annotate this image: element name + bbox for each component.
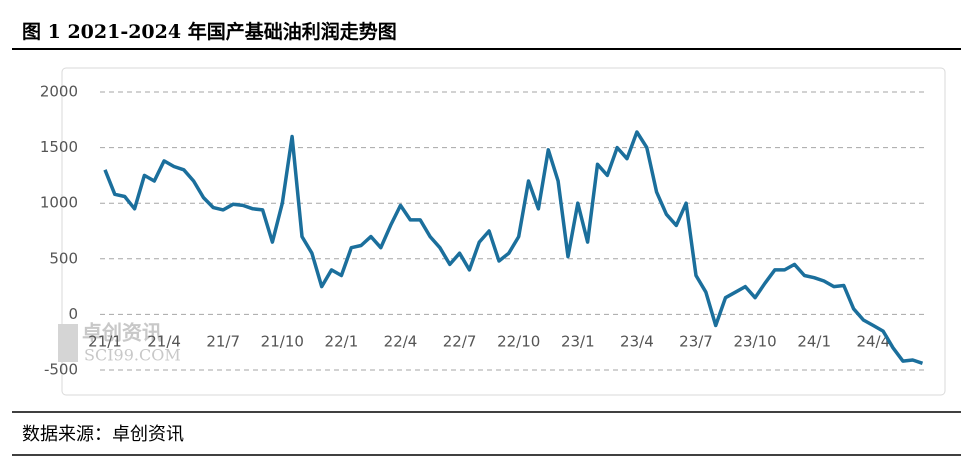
x-tick-label: 23/4 (620, 333, 654, 351)
watermark-text: SCI99.COM (84, 346, 181, 365)
y-tick-label: 1000 (40, 194, 78, 212)
y-tick-label: -500 (44, 361, 78, 379)
y-tick-label: 2000 (40, 83, 78, 101)
source: 数据来源：卓创资讯 (22, 424, 184, 445)
x-tick-label: 21/1 (88, 333, 122, 351)
x-tick-label: 22/1 (325, 333, 359, 351)
x-tick-label: 21/7 (206, 333, 240, 351)
x-tick-label: 23/1 (561, 333, 595, 351)
plot-frame (61, 67, 946, 396)
x-tick-label: 23/10 (733, 333, 776, 351)
y-tick-label: 500 (49, 249, 78, 267)
x-tick-label: 24/4 (856, 333, 890, 351)
x-tick-label: 22/10 (497, 333, 540, 351)
x-tick-label: 22/4 (384, 333, 418, 351)
watermark: 卓创资讯 SCI99.COM (58, 321, 181, 365)
chart-title: 图 1 2021-2024 年国产基础油利润走势图 (22, 20, 397, 43)
watermark-logo (58, 324, 78, 362)
y-tick-label: 0 (68, 305, 78, 323)
data-line (103, 130, 924, 365)
x-tick-label: 22/7 (443, 333, 477, 351)
y-tick-label: 1500 (40, 138, 78, 156)
x-tick-label: 23/7 (679, 333, 713, 351)
watermark-text: 卓创资讯 (82, 321, 162, 345)
x-tick-label: 21/10 (261, 333, 304, 351)
x-tick-label: 21/4 (147, 333, 181, 351)
x-tick-label: 24/1 (797, 333, 831, 351)
